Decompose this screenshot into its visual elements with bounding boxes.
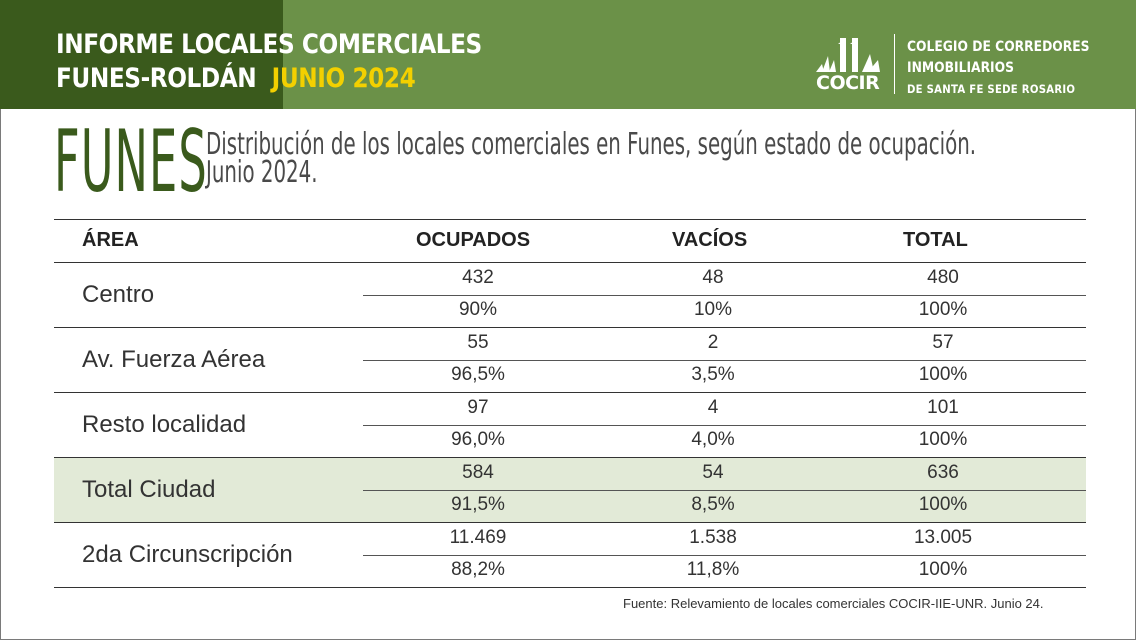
column-header-area: ÁREA [82,229,139,251]
count-cell: 1.538 [689,527,737,548]
header-right-panel [283,0,1136,109]
report-title-line1: INFORME LOCALES COMERCIALES [56,29,482,60]
header-bottom-rule [54,262,1086,263]
row-area-label: Av. Fuerza Aérea [82,346,266,373]
percent-cell: 100% [918,364,968,385]
cocir-logo-icon [816,38,880,72]
header-banner: INFORME LOCALES COMERCIALES FUNES-ROLDÁN… [0,0,1136,109]
row-bottom-rule [54,522,1086,523]
percent-cell: 91,5% [451,494,505,515]
count-cell: 54 [702,462,724,483]
percent-cell: 10% [693,299,733,320]
count-cell: 97 [467,397,489,418]
percent-cell: 100% [918,559,968,580]
count-cell: 636 [927,462,959,483]
report-title-line2: FUNES-ROLDÁN JUNIO 2024 [56,62,482,96]
total-ciudad-highlight [54,457,1086,522]
row-bottom-rule [54,587,1086,588]
percent-cell: 100% [918,494,968,515]
logo-divider [894,34,895,94]
percent-cell: 90% [458,299,498,320]
percent-cell: 4,0% [691,429,735,450]
row-area-label: Total Ciudad [82,476,216,503]
organization-name: COLEGIO DE CORREDORES INMOBILIARIOS DE S… [907,37,1090,100]
table-top-rule [54,219,1086,220]
column-header-ocupados: OCUPADOS [416,229,531,251]
column-header-vacios: VACÍOS [672,229,748,251]
org-line1: COLEGIO DE CORREDORES [907,39,1090,55]
count-cell: 101 [927,397,959,418]
count-cell: 57 [932,332,954,353]
source-note: Fuente: Relevamiento de locales comercia… [623,596,1044,611]
report-title-date: JUNIO 2024 [271,63,416,94]
count-cell: 48 [702,267,724,288]
header-left-panel [0,0,283,109]
count-cell: 432 [462,267,494,288]
report-title-location: FUNES-ROLDÁN [56,63,257,94]
column-header-total: TOTAL [903,229,968,251]
row-inner-rule [363,555,1086,556]
percent-cell: 88,2% [451,559,505,580]
percent-cell: 96,5% [451,364,505,385]
percent-cell: 8,5% [691,494,735,515]
row-bottom-rule [54,327,1086,328]
row-inner-rule [363,490,1086,491]
table-caption: Distribución de los locales comerciales … [206,127,977,190]
logo-wordmark: COCIR [816,72,880,94]
percent-cell: 96,0% [451,429,505,450]
row-inner-rule [363,360,1086,361]
row-bottom-rule [54,392,1086,393]
row-bottom-rule [54,457,1086,458]
org-line3: DE SANTA FE SEDE ROSARIO [907,82,1076,96]
count-cell: 584 [462,462,494,483]
report-title: INFORME LOCALES COMERCIALES FUNES-ROLDÁN… [56,28,482,96]
row-inner-rule [363,425,1086,426]
row-inner-rule [363,295,1086,296]
row-area-label: Resto localidad [82,411,247,438]
caption-line2: Junio 2024. [206,155,318,190]
count-cell: 480 [927,267,959,288]
percent-cell: 100% [918,299,968,320]
row-area-label: 2da Circunscripción [82,541,293,568]
count-cell: 11.469 [449,527,507,548]
count-cell: 2 [707,332,719,353]
city-heading: FUNES [54,112,208,212]
count-cell: 13.005 [913,527,973,548]
percent-cell: 100% [918,429,968,450]
caption-line1: Distribución de los locales comerciales … [206,127,977,162]
row-area-label: Centro [82,281,155,308]
count-cell: 4 [707,397,719,418]
count-cell: 55 [467,332,489,353]
org-line2: INMOBILIARIOS [907,60,1014,76]
percent-cell: 3,5% [691,364,735,385]
percent-cell: 11,8% [686,559,740,580]
